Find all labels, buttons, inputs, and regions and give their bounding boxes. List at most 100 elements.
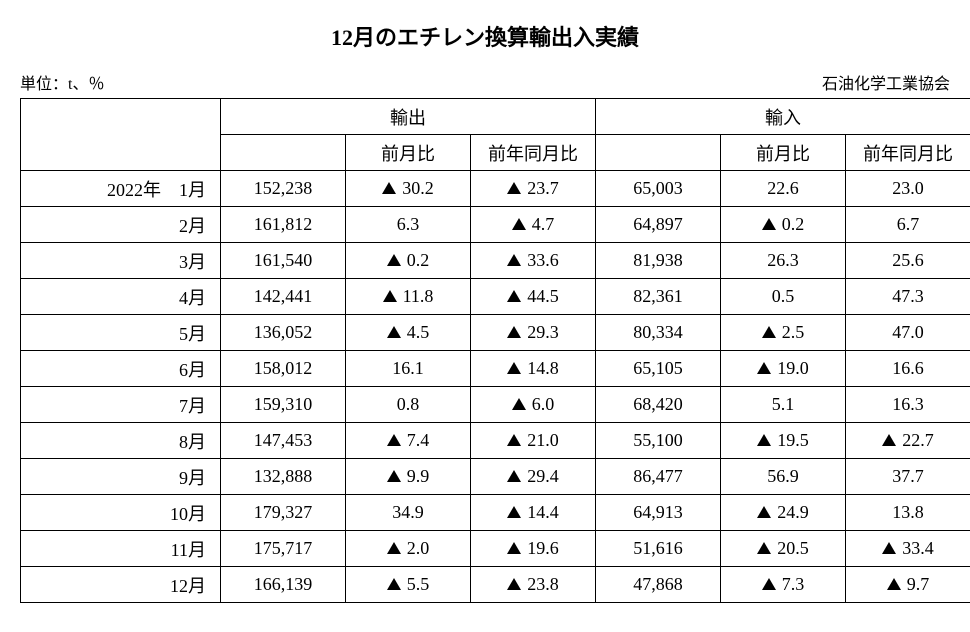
negative-triangle-icon: [882, 434, 896, 446]
import-yoy-cell-value: 16.6: [892, 358, 924, 379]
import-yoy-cell-value: 47.3: [892, 286, 924, 307]
export-yoy-cell: 29.3: [471, 315, 596, 351]
export-mom-cell: 2.0: [346, 531, 471, 567]
negative-triangle-icon: [882, 542, 896, 554]
period-cell: 5月: [21, 315, 221, 351]
period-cell: 4月: [21, 279, 221, 315]
export-value-cell: 158,012: [221, 351, 346, 387]
header-export-mom: 前月比: [346, 135, 471, 171]
export-yoy-cell: 14.4: [471, 495, 596, 531]
import-yoy-cell: 16.6: [846, 351, 970, 387]
export-value-cell: 136,052: [221, 315, 346, 351]
export-mom-cell: 7.4: [346, 423, 471, 459]
period-cell: 9月: [21, 459, 221, 495]
header-export-value: [221, 135, 346, 171]
export-mom-cell: 9.9: [346, 459, 471, 495]
export-yoy-cell-value: 14.8: [527, 358, 559, 379]
export-yoy-cell: 33.6: [471, 243, 596, 279]
import-yoy-cell: 13.8: [846, 495, 970, 531]
import-mom-cell: 0.2: [721, 207, 846, 243]
import-yoy-cell: 6.7: [846, 207, 970, 243]
period-cell: 6月: [21, 351, 221, 387]
negative-triangle-icon: [507, 182, 521, 194]
import-mom-cell-value: 26.3: [767, 250, 799, 271]
import-yoy-cell: 22.7: [846, 423, 970, 459]
import-value-cell: 81,938: [596, 243, 721, 279]
import-yoy-cell-value: 37.7: [892, 466, 924, 487]
negative-triangle-icon: [887, 578, 901, 590]
import-value-cell: 65,105: [596, 351, 721, 387]
source-label: 石油化学工業協会: [822, 70, 950, 94]
header-period: [21, 99, 221, 171]
export-yoy-cell-value: 14.4: [527, 502, 559, 523]
negative-triangle-icon: [387, 254, 401, 266]
export-value-cell: 161,540: [221, 243, 346, 279]
header-export-yoy: 前年同月比: [471, 135, 596, 171]
export-yoy-cell: 19.6: [471, 531, 596, 567]
export-mom-cell-value: 4.5: [407, 322, 430, 343]
table-row: 3月161,5400.233.681,93826.325.6: [21, 243, 970, 279]
export-yoy-cell-value: 21.0: [527, 430, 559, 451]
export-yoy-cell: 23.7: [471, 171, 596, 207]
export-value-cell: 142,441: [221, 279, 346, 315]
export-mom-cell-value: 9.9: [407, 466, 430, 487]
period-cell: 8月: [21, 423, 221, 459]
import-yoy-cell: 25.6: [846, 243, 970, 279]
negative-triangle-icon: [507, 434, 521, 446]
export-mom-cell: 34.9: [346, 495, 471, 531]
header-import-mom: 前月比: [721, 135, 846, 171]
export-value-cell: 159,310: [221, 387, 346, 423]
table-row: 2022年 1月152,23830.223.765,00322.623.0: [21, 171, 970, 207]
table-row: 10月179,32734.914.464,91324.913.8: [21, 495, 970, 531]
export-value-cell: 132,888: [221, 459, 346, 495]
import-yoy-cell-value: 33.4: [902, 538, 934, 559]
import-mom-cell-value: 24.9: [777, 502, 809, 523]
export-mom-cell: 30.2: [346, 171, 471, 207]
export-yoy-cell: 21.0: [471, 423, 596, 459]
export-mom-cell-value: 5.5: [407, 574, 430, 595]
import-value-cell: 47,868: [596, 567, 721, 603]
negative-triangle-icon: [512, 218, 526, 230]
negative-triangle-icon: [382, 182, 396, 194]
export-yoy-cell-value: 29.3: [527, 322, 559, 343]
negative-triangle-icon: [387, 542, 401, 554]
export-yoy-cell: 4.7: [471, 207, 596, 243]
import-value-cell: 64,913: [596, 495, 721, 531]
negative-triangle-icon: [507, 362, 521, 374]
export-value-cell: 152,238: [221, 171, 346, 207]
import-mom-cell-value: 22.6: [767, 178, 799, 199]
period-cell: 2022年 1月: [21, 171, 221, 207]
export-yoy-cell-value: 6.0: [532, 394, 555, 415]
import-mom-cell-value: 5.1: [772, 394, 795, 415]
negative-triangle-icon: [762, 578, 776, 590]
export-mom-cell: 5.5: [346, 567, 471, 603]
export-yoy-cell-value: 29.4: [527, 466, 559, 487]
header-row-1: 輸出 輸入: [21, 99, 970, 135]
export-yoy-cell: 23.8: [471, 567, 596, 603]
table-row: 8月147,4537.421.055,10019.522.7: [21, 423, 970, 459]
import-mom-cell-value: 2.5: [782, 322, 805, 343]
table-row: 2月161,8126.34.764,8970.26.7: [21, 207, 970, 243]
negative-triangle-icon: [507, 578, 521, 590]
export-mom-cell: 6.3: [346, 207, 471, 243]
export-yoy-cell: 14.8: [471, 351, 596, 387]
table-row: 11月175,7172.019.651,61620.533.4: [21, 531, 970, 567]
export-yoy-cell-value: 44.5: [527, 286, 559, 307]
import-yoy-cell-value: 22.7: [902, 430, 934, 451]
export-yoy-cell-value: 19.6: [527, 538, 559, 559]
export-yoy-cell: 44.5: [471, 279, 596, 315]
import-yoy-cell-value: 16.3: [892, 394, 924, 415]
import-mom-cell: 19.5: [721, 423, 846, 459]
import-mom-cell-value: 19.0: [777, 358, 809, 379]
negative-triangle-icon: [762, 218, 776, 230]
import-value-cell: 82,361: [596, 279, 721, 315]
import-mom-cell: 56.9: [721, 459, 846, 495]
export-mom-cell-value: 2.0: [407, 538, 430, 559]
negative-triangle-icon: [512, 398, 526, 410]
export-yoy-cell: 29.4: [471, 459, 596, 495]
table-row: 6月158,01216.114.865,10519.016.6: [21, 351, 970, 387]
table-row: 9月132,8889.929.486,47756.937.7: [21, 459, 970, 495]
export-value-cell: 161,812: [221, 207, 346, 243]
meta-row: 単位：t、％ 石油化学工業協会: [20, 70, 950, 94]
export-mom-cell: 0.8: [346, 387, 471, 423]
